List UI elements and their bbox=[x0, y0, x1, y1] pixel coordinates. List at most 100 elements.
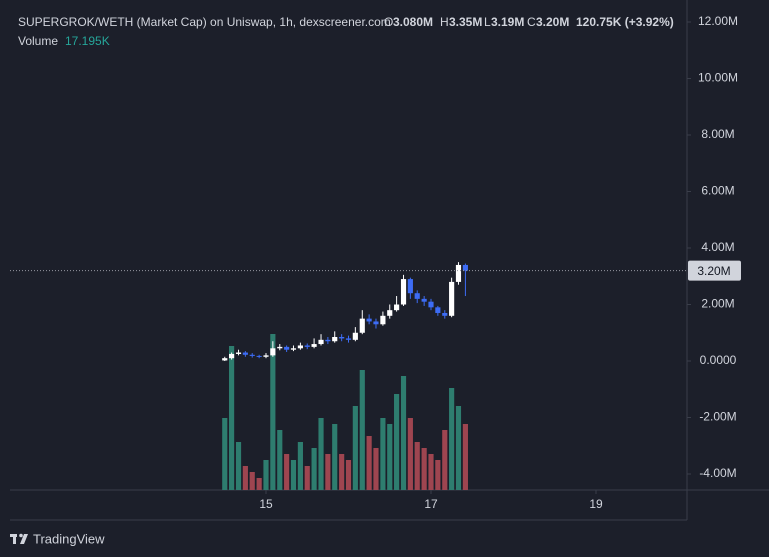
candle-body bbox=[394, 304, 400, 311]
ohlc-header: O 3.080M H 3.35M L 3.19M C 3.20M 120.75K… bbox=[384, 15, 674, 29]
volume-bar bbox=[339, 454, 345, 490]
volume-label: Volume bbox=[18, 34, 58, 48]
volume-bar bbox=[373, 448, 379, 490]
y-tick-label: 6.00M bbox=[701, 184, 734, 198]
volume-bar bbox=[304, 466, 310, 490]
volume-bar bbox=[222, 418, 228, 490]
candle-body bbox=[400, 279, 407, 305]
candle-body bbox=[407, 279, 413, 294]
volume-bar bbox=[242, 466, 248, 490]
volume-bar bbox=[318, 418, 324, 490]
volume-bar bbox=[345, 460, 352, 490]
candle-body bbox=[339, 336, 345, 339]
volume-bar bbox=[249, 472, 255, 490]
candle-body bbox=[284, 346, 290, 350]
y-tick-label: 2.00M bbox=[701, 297, 734, 311]
tradingview-logo bbox=[10, 533, 28, 544]
volume-bar bbox=[380, 418, 386, 490]
volume-bar bbox=[449, 388, 455, 490]
volume-bar bbox=[235, 442, 242, 490]
volume-bar bbox=[263, 460, 269, 490]
candle-body bbox=[380, 315, 386, 325]
candle-body bbox=[366, 318, 372, 322]
volume-bar bbox=[332, 424, 338, 490]
candle-body bbox=[235, 352, 242, 354]
candle-body bbox=[249, 354, 255, 356]
volume-bar bbox=[366, 436, 372, 490]
last-price-label: 3.20M bbox=[697, 264, 730, 278]
volume-bar bbox=[229, 346, 235, 490]
candle-body bbox=[373, 321, 379, 325]
candle-body bbox=[277, 346, 283, 349]
plot bbox=[222, 262, 468, 490]
l-label: L bbox=[484, 15, 491, 29]
volume-bar bbox=[394, 394, 400, 490]
candle-body bbox=[263, 355, 269, 357]
y-tick-label: -4.00M bbox=[699, 466, 736, 480]
candle-body bbox=[311, 344, 317, 347]
volume-bar bbox=[325, 454, 331, 490]
y-tick-label: 4.00M bbox=[701, 240, 734, 254]
volume-bar bbox=[270, 334, 276, 490]
candle-body bbox=[414, 293, 420, 299]
candle-body bbox=[442, 312, 448, 316]
candle-body bbox=[455, 264, 462, 282]
volume-bar bbox=[435, 460, 441, 490]
volume-bar bbox=[428, 454, 434, 490]
y-tick-label: -2.00M bbox=[699, 410, 736, 424]
candle-body bbox=[222, 358, 228, 361]
candle-body bbox=[421, 298, 427, 302]
candle-body bbox=[359, 318, 365, 333]
volume-bar bbox=[277, 430, 283, 490]
candle-body bbox=[449, 281, 455, 316]
y-tick-label: 10.00M bbox=[698, 71, 738, 85]
volume-bar bbox=[442, 430, 448, 490]
volume-bar bbox=[400, 376, 407, 490]
candle-body bbox=[256, 355, 262, 357]
y-tick-label: 8.00M bbox=[701, 127, 734, 141]
x-tick-label: 15 bbox=[259, 497, 273, 511]
candle-body bbox=[325, 339, 331, 342]
change-value: 120.75K (+3.92%) bbox=[576, 15, 674, 29]
chart-title: SUPERGROK/WETH (Market Cap) on Uniswap, … bbox=[18, 15, 391, 29]
candle-body bbox=[229, 353, 235, 359]
h-label: H bbox=[440, 15, 449, 29]
candle-body bbox=[304, 345, 310, 347]
candle-body bbox=[270, 348, 276, 356]
candle-body bbox=[435, 307, 441, 313]
candle-body bbox=[462, 264, 468, 271]
volume-bar bbox=[359, 370, 365, 490]
c-label: C bbox=[527, 15, 536, 29]
candle-body bbox=[345, 338, 352, 340]
x-tick-label: 17 bbox=[424, 497, 438, 511]
candle-body bbox=[318, 339, 324, 345]
candle-body bbox=[428, 301, 434, 308]
volume-bar bbox=[462, 424, 468, 490]
o-label: O bbox=[384, 15, 393, 29]
candle-body bbox=[297, 345, 303, 349]
last-price-box bbox=[688, 260, 741, 281]
volume-bar bbox=[421, 448, 427, 490]
y-tick-label: 0.0000 bbox=[700, 353, 737, 367]
candle-body bbox=[242, 352, 248, 355]
volume-bar bbox=[284, 454, 290, 490]
volume-bar bbox=[311, 448, 317, 490]
candle-body bbox=[387, 310, 393, 316]
volume-bar bbox=[297, 442, 303, 490]
volume-bar bbox=[256, 478, 262, 490]
candle-body bbox=[332, 336, 338, 342]
volume-bar bbox=[407, 418, 413, 490]
volume-bar bbox=[414, 442, 420, 490]
x-tick-label: 19 bbox=[589, 497, 603, 511]
candle-body bbox=[290, 348, 297, 350]
y-tick-label: 12.00M bbox=[698, 14, 738, 28]
brand: TradingView bbox=[33, 531, 105, 546]
c-value: 3.20M bbox=[536, 15, 569, 29]
volume-bar bbox=[290, 460, 297, 490]
volume-bar bbox=[352, 406, 358, 490]
volume-bar bbox=[455, 406, 462, 490]
h-value: 3.35M bbox=[449, 15, 482, 29]
candle-body bbox=[352, 332, 358, 340]
volume-value: 17.195K bbox=[65, 34, 110, 48]
